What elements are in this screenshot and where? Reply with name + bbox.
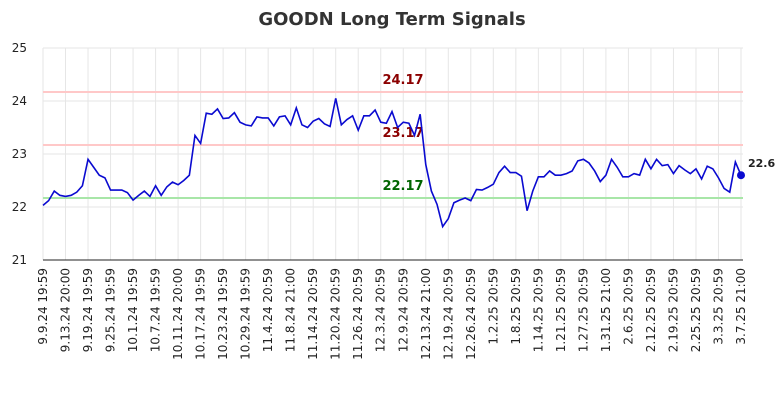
x-tick-label: 11.4.24 20:59 [261,268,275,352]
x-tick-label: 2.6.25 20:59 [621,268,635,345]
x-tick-label: 12.3.24 20:59 [374,268,388,352]
x-tick-label: 10.1.24 19:59 [126,268,140,352]
x-tick-label: 9.19.24 19:59 [81,268,95,352]
x-tick-label: 10.23.24 19:59 [216,268,230,360]
x-tick-label: 11.26.24 20:59 [351,268,365,360]
x-tick-label: 12.9.24 20:59 [396,268,410,352]
y-tick-label: 24 [12,94,27,108]
x-tick-label: 11.8.24 21:00 [284,268,298,352]
chart-title: GOODN Long Term Signals [258,9,525,30]
y-tick-label: 21 [12,253,27,267]
last-point [737,171,745,180]
x-tick-label: 11.20.24 20:59 [329,268,343,360]
x-tick-label: 11.14.24 20:59 [306,268,320,360]
x-tick-label: 10.17.24 19:59 [194,268,208,360]
signal-label: 24.17 [382,73,423,88]
x-tick-label: 1.2.25 20:59 [486,268,500,345]
x-tick-label: 9.9.24 19:59 [36,268,50,345]
x-tick-label: 2.25.25 20:59 [689,268,703,352]
x-tick-label: 1.8.25 20:59 [509,268,523,345]
x-tick-label: 12.26.24 20:59 [464,268,478,360]
x-tick-label: 9.13.24 20:00 [59,268,73,352]
x-tick-label: 1.31.25 21:00 [599,268,613,352]
x-tick-label: 12.19.24 20:59 [441,268,455,360]
x-tick-label: 10.11.24 20:00 [171,268,185,360]
x-tick-label: 1.21.25 20:59 [554,268,568,352]
price-line [42,98,742,229]
x-tick-label: 10.29.24 19:59 [239,268,253,360]
x-tick-label: 1.27.25 20:59 [576,268,590,352]
x-tick-label: 9.25.24 19:59 [104,268,118,352]
x-tick-label: 2.19.25 20:59 [666,268,680,352]
signal-label: 23.17 [382,126,423,141]
x-tick-label: 3.3.25 20:59 [711,268,725,345]
x-tick-label: 3.7.25 21:00 [734,268,748,345]
y-tick-label: 23 [12,147,27,161]
x-tick-label: 10.7.24 19:59 [149,268,163,352]
x-tick-label: 2.12.25 20:59 [644,268,658,352]
x-tick-label: 1.14.25 20:59 [531,268,545,352]
y-tick-label: 22 [12,200,27,214]
x-tick-label: 12.13.24 21:00 [419,268,433,360]
last-value-label: 22.6 [748,157,775,170]
signal-label: 22.17 [382,179,423,194]
y-tick-label: 25 [12,41,27,55]
